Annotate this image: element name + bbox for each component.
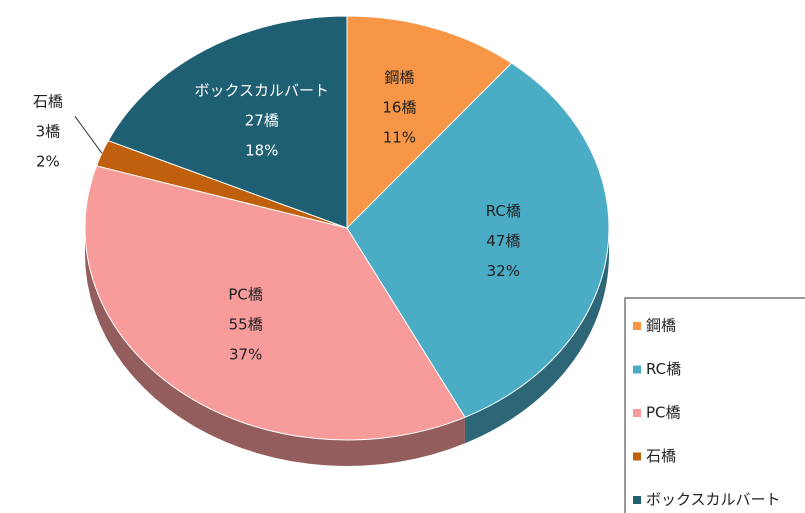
data-label: 47橋 bbox=[486, 232, 520, 250]
slice-side bbox=[464, 228, 609, 444]
legend-swatch bbox=[633, 409, 641, 417]
legend-swatch bbox=[633, 452, 641, 461]
slice bbox=[84, 165, 466, 441]
data-label: 鋼橋 bbox=[384, 69, 414, 87]
slice-side bbox=[85, 228, 465, 466]
slice bbox=[107, 15, 348, 229]
legend-label: ボックスカルバート bbox=[646, 491, 781, 509]
legend-label: PC橋 bbox=[646, 404, 681, 422]
data-label: PC橋 bbox=[228, 286, 263, 304]
legend-label: 石橋 bbox=[646, 447, 676, 465]
legend-swatch bbox=[633, 365, 641, 374]
legend-label: RC橋 bbox=[646, 360, 681, 378]
data-label: 18% bbox=[245, 142, 278, 160]
legend-label: 鋼橋 bbox=[646, 317, 676, 335]
legend-box bbox=[624, 297, 805, 513]
leader-line bbox=[74, 115, 103, 154]
data-label: 2% bbox=[36, 153, 60, 171]
legend-swatch bbox=[633, 496, 641, 504]
data-label: 37% bbox=[229, 346, 262, 364]
data-label: 11% bbox=[383, 129, 416, 147]
data-label: ボックスカルバート bbox=[194, 82, 329, 100]
slice bbox=[346, 15, 513, 230]
data-label: 27橋 bbox=[245, 112, 279, 130]
slice bbox=[346, 62, 610, 418]
data-label: 3橋 bbox=[36, 123, 61, 141]
data-label: RC橋 bbox=[486, 202, 521, 220]
data-label: 32% bbox=[487, 262, 520, 280]
legend-swatch bbox=[633, 322, 641, 330]
data-label: 石橋 bbox=[33, 93, 63, 111]
data-label: 16橋 bbox=[382, 99, 416, 117]
data-label: 55橋 bbox=[229, 316, 263, 334]
